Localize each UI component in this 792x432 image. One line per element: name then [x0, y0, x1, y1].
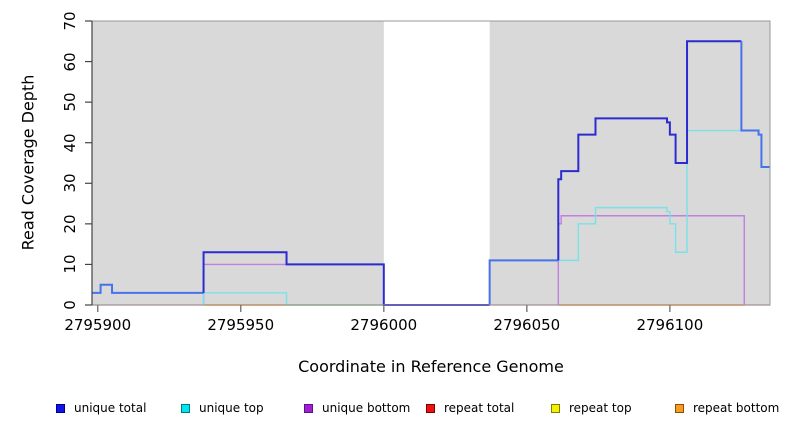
- legend-swatch-icon: [181, 403, 190, 413]
- legend-label: repeat bottom: [693, 401, 780, 415]
- x-tick-label: 2795950: [207, 316, 275, 334]
- legend-swatch-icon: [675, 403, 684, 413]
- y-tick-label: 70: [61, 11, 79, 31]
- legend-label: repeat top: [569, 401, 632, 415]
- legend-swatch-icon: [56, 403, 65, 413]
- legend-label: repeat total: [444, 401, 515, 415]
- series-line-unique-total: [557, 40, 742, 261]
- series-line-unique-total: [488, 259, 559, 305]
- legend-item-repeat-top: repeat top: [551, 401, 632, 415]
- series-line-unique-total: [740, 41, 770, 169]
- y-tick-label: 50: [61, 92, 79, 112]
- legend-label: unique bottom: [322, 401, 411, 415]
- x-axis-title: Coordinate in Reference Genome: [298, 357, 564, 376]
- series-line-unique-top: [202, 292, 288, 305]
- legend-item-unique-bottom: unique bottom: [304, 401, 410, 415]
- x-tick-label: 2796000: [350, 316, 418, 334]
- legend-swatch-icon: [551, 403, 560, 413]
- legend-swatch-icon: [304, 403, 313, 413]
- x-tick-label: 2796100: [636, 316, 704, 334]
- x-tick-label: 2795900: [64, 316, 132, 334]
- legend-item-repeat-total: repeat total: [426, 401, 514, 415]
- y-tick-label: 40: [61, 133, 79, 153]
- legend-swatch-icon: [426, 403, 435, 413]
- coverage-gap-band: [383, 21, 490, 305]
- legend-label: unique total: [74, 401, 147, 415]
- y-tick-label: 20: [61, 214, 79, 234]
- x-tick-label: 2796050: [493, 316, 561, 334]
- legend-item-repeat-bottom: repeat bottom: [675, 401, 779, 415]
- legend-item-unique-top: unique top: [181, 401, 264, 415]
- y-axis-title: Read Coverage Depth: [18, 74, 38, 251]
- y-tick-label: 10: [61, 254, 79, 274]
- legend-label: unique top: [199, 401, 264, 415]
- legend-item-unique-total: unique total: [56, 401, 146, 415]
- series-line-unique-total: [92, 283, 204, 294]
- y-tick-label: 60: [61, 52, 79, 72]
- y-tick-label: 30: [61, 173, 79, 193]
